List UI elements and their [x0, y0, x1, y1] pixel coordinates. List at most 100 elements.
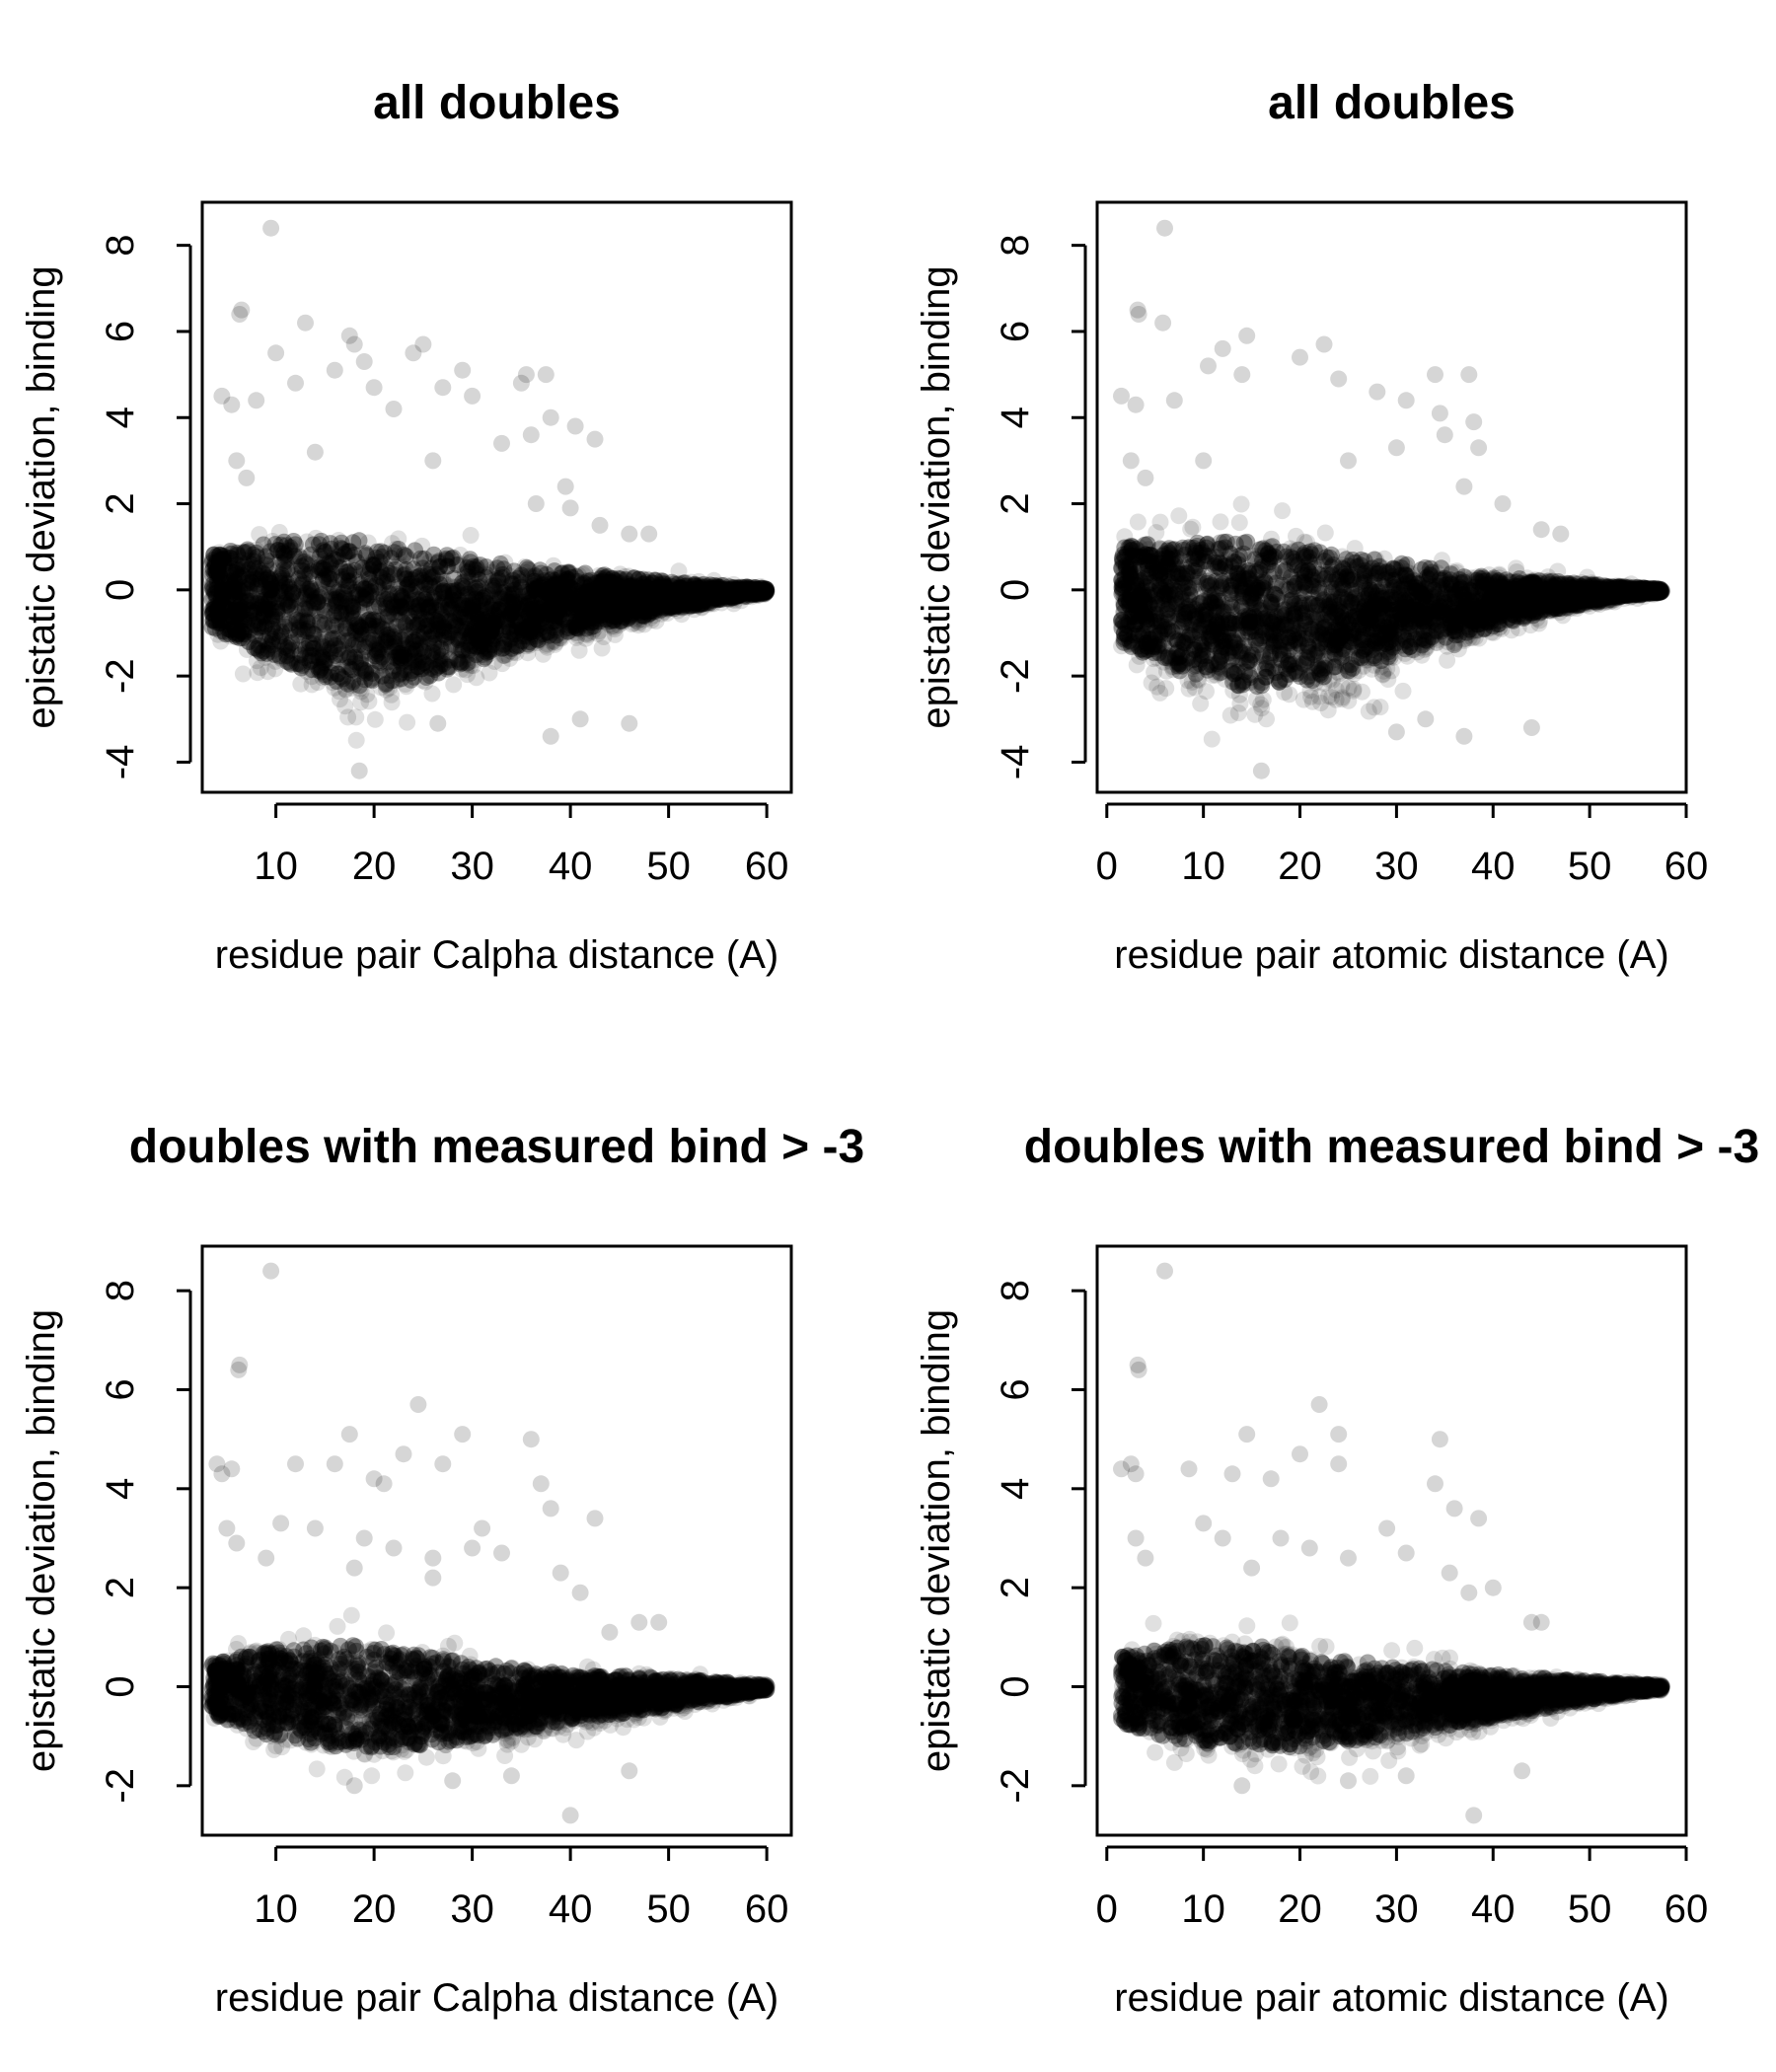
scatter-point — [590, 566, 608, 584]
scatter-point — [366, 639, 384, 657]
scatter-point — [471, 608, 488, 626]
x-tick-label: 30 — [450, 845, 494, 888]
scatter-point — [502, 604, 520, 622]
scatter-point — [729, 581, 747, 599]
scatter-point — [571, 587, 589, 605]
scatter-point — [488, 593, 506, 611]
scatter-point — [477, 619, 494, 636]
scatter-point — [390, 599, 407, 617]
scatter-point — [277, 635, 295, 653]
scatter-point — [694, 585, 711, 603]
scatter-point — [229, 570, 247, 588]
scatter-point — [602, 612, 620, 629]
scatter-point — [605, 590, 623, 608]
scatter-point — [672, 580, 689, 597]
scatter-point — [712, 588, 730, 606]
scatter-point — [440, 649, 458, 667]
scatter-point — [274, 611, 292, 629]
scatter-point — [338, 549, 356, 566]
scatter-point — [635, 616, 653, 633]
scatter-point — [574, 614, 592, 631]
scatter-point — [440, 610, 458, 628]
scatter-point — [455, 599, 473, 617]
scatter-point — [344, 618, 362, 635]
scatter-point — [299, 644, 317, 662]
scatter-point — [460, 645, 478, 663]
scatter-point — [493, 629, 511, 647]
scatter-point — [660, 586, 678, 604]
scatter-point — [725, 580, 743, 598]
scatter-point — [526, 580, 543, 598]
scatter-point — [499, 614, 516, 631]
scatter-point — [337, 597, 355, 615]
scatter-point — [303, 668, 321, 686]
scatter-point — [270, 590, 288, 608]
scatter-point — [291, 655, 308, 673]
scatter-point — [550, 591, 567, 609]
scatter-point — [476, 616, 493, 633]
scatter-point — [238, 613, 256, 630]
scatter-point — [274, 561, 292, 579]
scatter-point — [302, 589, 320, 606]
scatter-point — [718, 582, 736, 600]
scatter-point — [456, 609, 473, 627]
scatter-point — [689, 577, 706, 595]
scatter-point — [746, 585, 764, 602]
scatter-point — [501, 649, 519, 667]
scatter-point — [537, 619, 554, 636]
scatter-point — [523, 589, 541, 607]
scatter-point — [742, 582, 760, 600]
scatter-point — [314, 575, 332, 592]
scatter-point — [347, 731, 365, 749]
scatter-point — [332, 605, 349, 622]
scatter-point — [221, 586, 239, 603]
scatter-point — [558, 600, 576, 618]
scatter-point — [508, 622, 526, 639]
scatter-point — [645, 584, 663, 602]
scatter-point — [412, 660, 430, 678]
scatter-point — [466, 605, 483, 622]
scatter-point — [525, 575, 543, 592]
scatter-point — [258, 645, 275, 663]
scatter-point — [444, 585, 462, 603]
scatter-point — [709, 583, 727, 601]
scatter-point — [439, 601, 457, 619]
scatter-point — [419, 603, 437, 621]
scatter-point — [208, 577, 226, 595]
scatter-point — [260, 638, 278, 656]
scatter-point — [711, 585, 729, 603]
scatter-point — [338, 603, 356, 621]
scatter-point — [230, 574, 248, 591]
scatter-point — [368, 622, 386, 639]
scatter-point — [691, 584, 707, 602]
scatter-point — [586, 430, 604, 448]
scatter-point — [319, 637, 336, 655]
y-tick-label: 2 — [99, 492, 142, 514]
scatter-point — [259, 634, 276, 652]
scatter-point — [545, 590, 562, 608]
scatter-point — [609, 605, 627, 623]
scatter-point — [541, 598, 558, 616]
scatter-point — [715, 586, 733, 604]
scatter-point — [651, 582, 669, 600]
x-axis-label: residue pair Calpha distance (A) — [215, 933, 778, 977]
scatter-point — [531, 630, 549, 648]
scatter-point — [704, 591, 722, 609]
scatter-point — [360, 693, 378, 710]
scatter-point — [618, 592, 635, 610]
scatter-point — [283, 649, 301, 667]
scatter-point — [371, 662, 389, 680]
scatter-point — [648, 599, 665, 617]
scatter-point — [748, 584, 766, 602]
scatter-point — [613, 601, 630, 619]
scatter-point — [248, 541, 265, 558]
scatter-point — [657, 576, 675, 593]
scatter-point — [580, 594, 598, 612]
scatter-point — [728, 583, 746, 601]
scatter-point — [591, 623, 609, 640]
scatter-point — [377, 631, 395, 649]
scatter-point — [746, 585, 764, 603]
scatter-point — [322, 631, 339, 649]
scatter-point — [555, 593, 573, 611]
scatter-point — [639, 606, 657, 624]
